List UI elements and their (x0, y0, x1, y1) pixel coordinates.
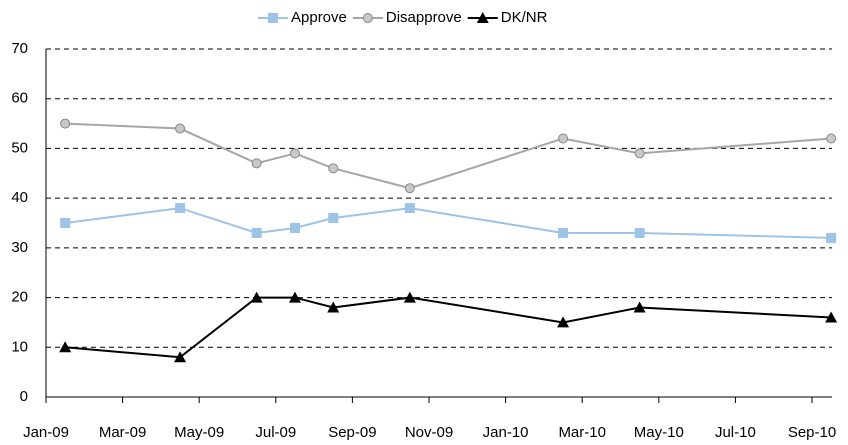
marker (268, 13, 278, 23)
legend-label: Approve (291, 9, 347, 26)
x-tick-label: May-09 (174, 424, 224, 441)
legend: Approve Disapprove DK/NR (258, 9, 548, 26)
marker (251, 227, 262, 238)
marker (60, 218, 71, 228)
marker (634, 148, 645, 159)
marker (328, 213, 339, 224)
marker (288, 291, 301, 303)
x-tick-label: May-10 (634, 424, 684, 441)
marker (175, 123, 186, 134)
marker (59, 341, 72, 353)
x-tick-label: Mar-09 (99, 424, 147, 441)
x-tick-label: Jul-10 (715, 424, 756, 441)
marker (251, 158, 262, 169)
series-line (65, 296, 832, 359)
marker (60, 118, 71, 129)
x-tick-label: Jan-10 (483, 424, 529, 441)
marker (558, 227, 569, 238)
y-tick-label: 20 (11, 289, 28, 306)
marker (633, 301, 646, 313)
marker (250, 291, 263, 303)
x-tick-label: Jul-09 (255, 424, 296, 441)
marker (403, 291, 416, 303)
y-tick-label: 0 (20, 388, 28, 405)
marker (327, 301, 340, 313)
marker (404, 203, 415, 214)
marker (328, 163, 339, 174)
x-tick-label: Sep-09 (328, 424, 376, 441)
marker (362, 13, 373, 23)
marker (825, 311, 838, 323)
marker (634, 227, 645, 238)
series (60, 203, 837, 243)
marker (289, 222, 300, 233)
marker (826, 133, 837, 144)
x-tick-label: Jan-09 (23, 424, 69, 441)
series (60, 118, 837, 194)
series (59, 291, 838, 363)
marker (558, 133, 569, 144)
marker (476, 12, 489, 23)
y-tick-label: 30 (11, 239, 28, 256)
y-tick-label: 60 (11, 90, 28, 107)
legend-label: DK/NR (501, 9, 548, 26)
marker (174, 351, 187, 363)
y-tick-label: 50 (11, 139, 28, 156)
marker (289, 148, 300, 159)
marker (175, 203, 186, 214)
y-tick-label: 40 (11, 189, 28, 206)
x-tick-label: Sep-10 (788, 424, 836, 441)
y-tick-label: 10 (11, 338, 28, 355)
x-tick-label: Nov-09 (405, 424, 453, 441)
legend-label: Disapprove (386, 9, 462, 26)
y-tick-label: 70 (11, 40, 28, 57)
marker (404, 183, 415, 194)
marker (557, 316, 570, 328)
marker (826, 232, 837, 243)
x-tick-label: Mar-10 (558, 424, 606, 441)
